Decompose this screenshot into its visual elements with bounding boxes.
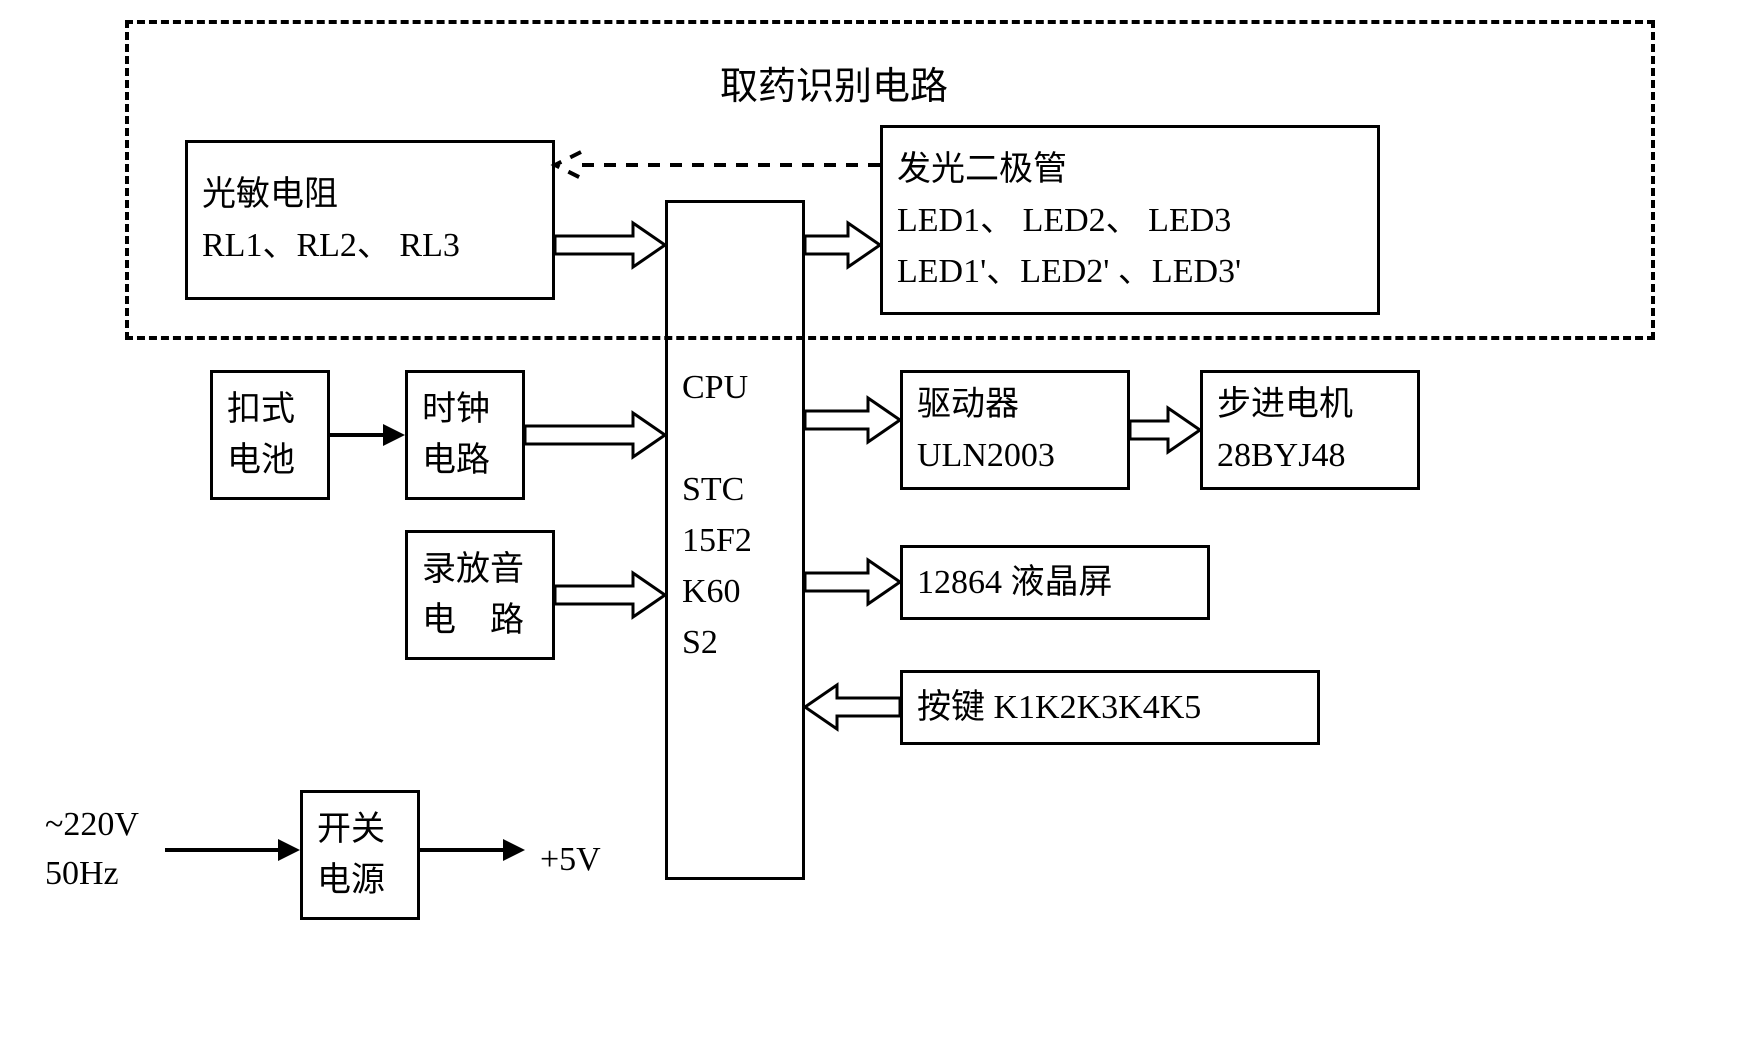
diagram-stage: 取药识别电路 CPU STC15F2K60S2 光敏电阻RL1、RL2、 RL3… bbox=[0, 0, 1751, 1045]
node-stepper: 步进电机28BYJ48 bbox=[1200, 370, 1420, 490]
node-line: LED1'、LED2' 、LED3' bbox=[897, 246, 1363, 297]
ac-label: ~220V50Hz bbox=[45, 800, 139, 899]
node-line: 15F2 bbox=[682, 515, 788, 566]
node-line: 光敏电阻 bbox=[202, 169, 538, 220]
node-line: 步进电机 bbox=[1217, 379, 1403, 430]
node-line: 扣式 bbox=[227, 384, 313, 435]
node-line: RL1、RL2、 RL3 bbox=[202, 220, 538, 271]
cpu-to-driver-arrow bbox=[805, 398, 900, 442]
node-line: 开关 bbox=[317, 804, 403, 855]
node-line: 电源 bbox=[317, 855, 403, 906]
node-driver: 驱动器ULN2003 bbox=[900, 370, 1130, 490]
node-line: 按键 K1K2K3K4K5 bbox=[917, 682, 1303, 733]
node-line: 录放音 bbox=[422, 544, 538, 595]
node-line bbox=[682, 311, 788, 362]
psu-to-5v-head bbox=[503, 839, 525, 861]
node-line: 时钟 bbox=[422, 384, 508, 435]
cell-to-clock-head bbox=[383, 424, 405, 446]
node-lcd: 12864 液晶屏 bbox=[900, 545, 1210, 620]
node-button_cell: 扣式电池 bbox=[210, 370, 330, 500]
record-to-cpu-arrow bbox=[555, 573, 665, 617]
node-line: 电池 bbox=[227, 435, 313, 486]
node-line: 12864 液晶屏 bbox=[917, 557, 1193, 608]
node-keys: 按键 K1K2K3K4K5 bbox=[900, 670, 1320, 745]
node-cpu: CPU STC15F2K60S2 bbox=[665, 200, 805, 880]
node-line: LED1、 LED2、 LED3 bbox=[897, 195, 1363, 246]
clock-to-cpu-arrow bbox=[525, 413, 665, 457]
node-line bbox=[682, 719, 788, 770]
node-led: 发光二极管LED1、 LED2、 LED3LED1'、LED2' 、LED3' bbox=[880, 125, 1380, 315]
node-record: 录放音电 路 bbox=[405, 530, 555, 660]
node-line: CPU bbox=[682, 362, 788, 413]
keys-to-cpu-arrow bbox=[805, 685, 900, 729]
node-line: STC bbox=[682, 464, 788, 515]
node-line: ULN2003 bbox=[917, 430, 1113, 481]
dc-label: +5V bbox=[540, 835, 601, 884]
node-clock: 时钟电路 bbox=[405, 370, 525, 500]
cpu-to-lcd-arrow bbox=[805, 560, 900, 604]
node-line: 发光二极管 bbox=[897, 144, 1363, 195]
ac-to-psu-head bbox=[278, 839, 300, 861]
node-line: 电 路 bbox=[422, 595, 538, 646]
node-line: 驱动器 bbox=[917, 379, 1113, 430]
node-line: 电路 bbox=[422, 435, 508, 486]
node-photoresistor: 光敏电阻RL1、RL2、 RL3 bbox=[185, 140, 555, 300]
node-line: S2 bbox=[682, 617, 788, 668]
dispensing-title: 取药识别电路 bbox=[720, 60, 948, 115]
node-psu: 开关电源 bbox=[300, 790, 420, 920]
node-line: 28BYJ48 bbox=[1217, 430, 1403, 481]
node-line bbox=[682, 668, 788, 719]
driver-to-stepper-arrow bbox=[1130, 408, 1200, 452]
node-line: K60 bbox=[682, 566, 788, 617]
node-line bbox=[682, 413, 788, 464]
